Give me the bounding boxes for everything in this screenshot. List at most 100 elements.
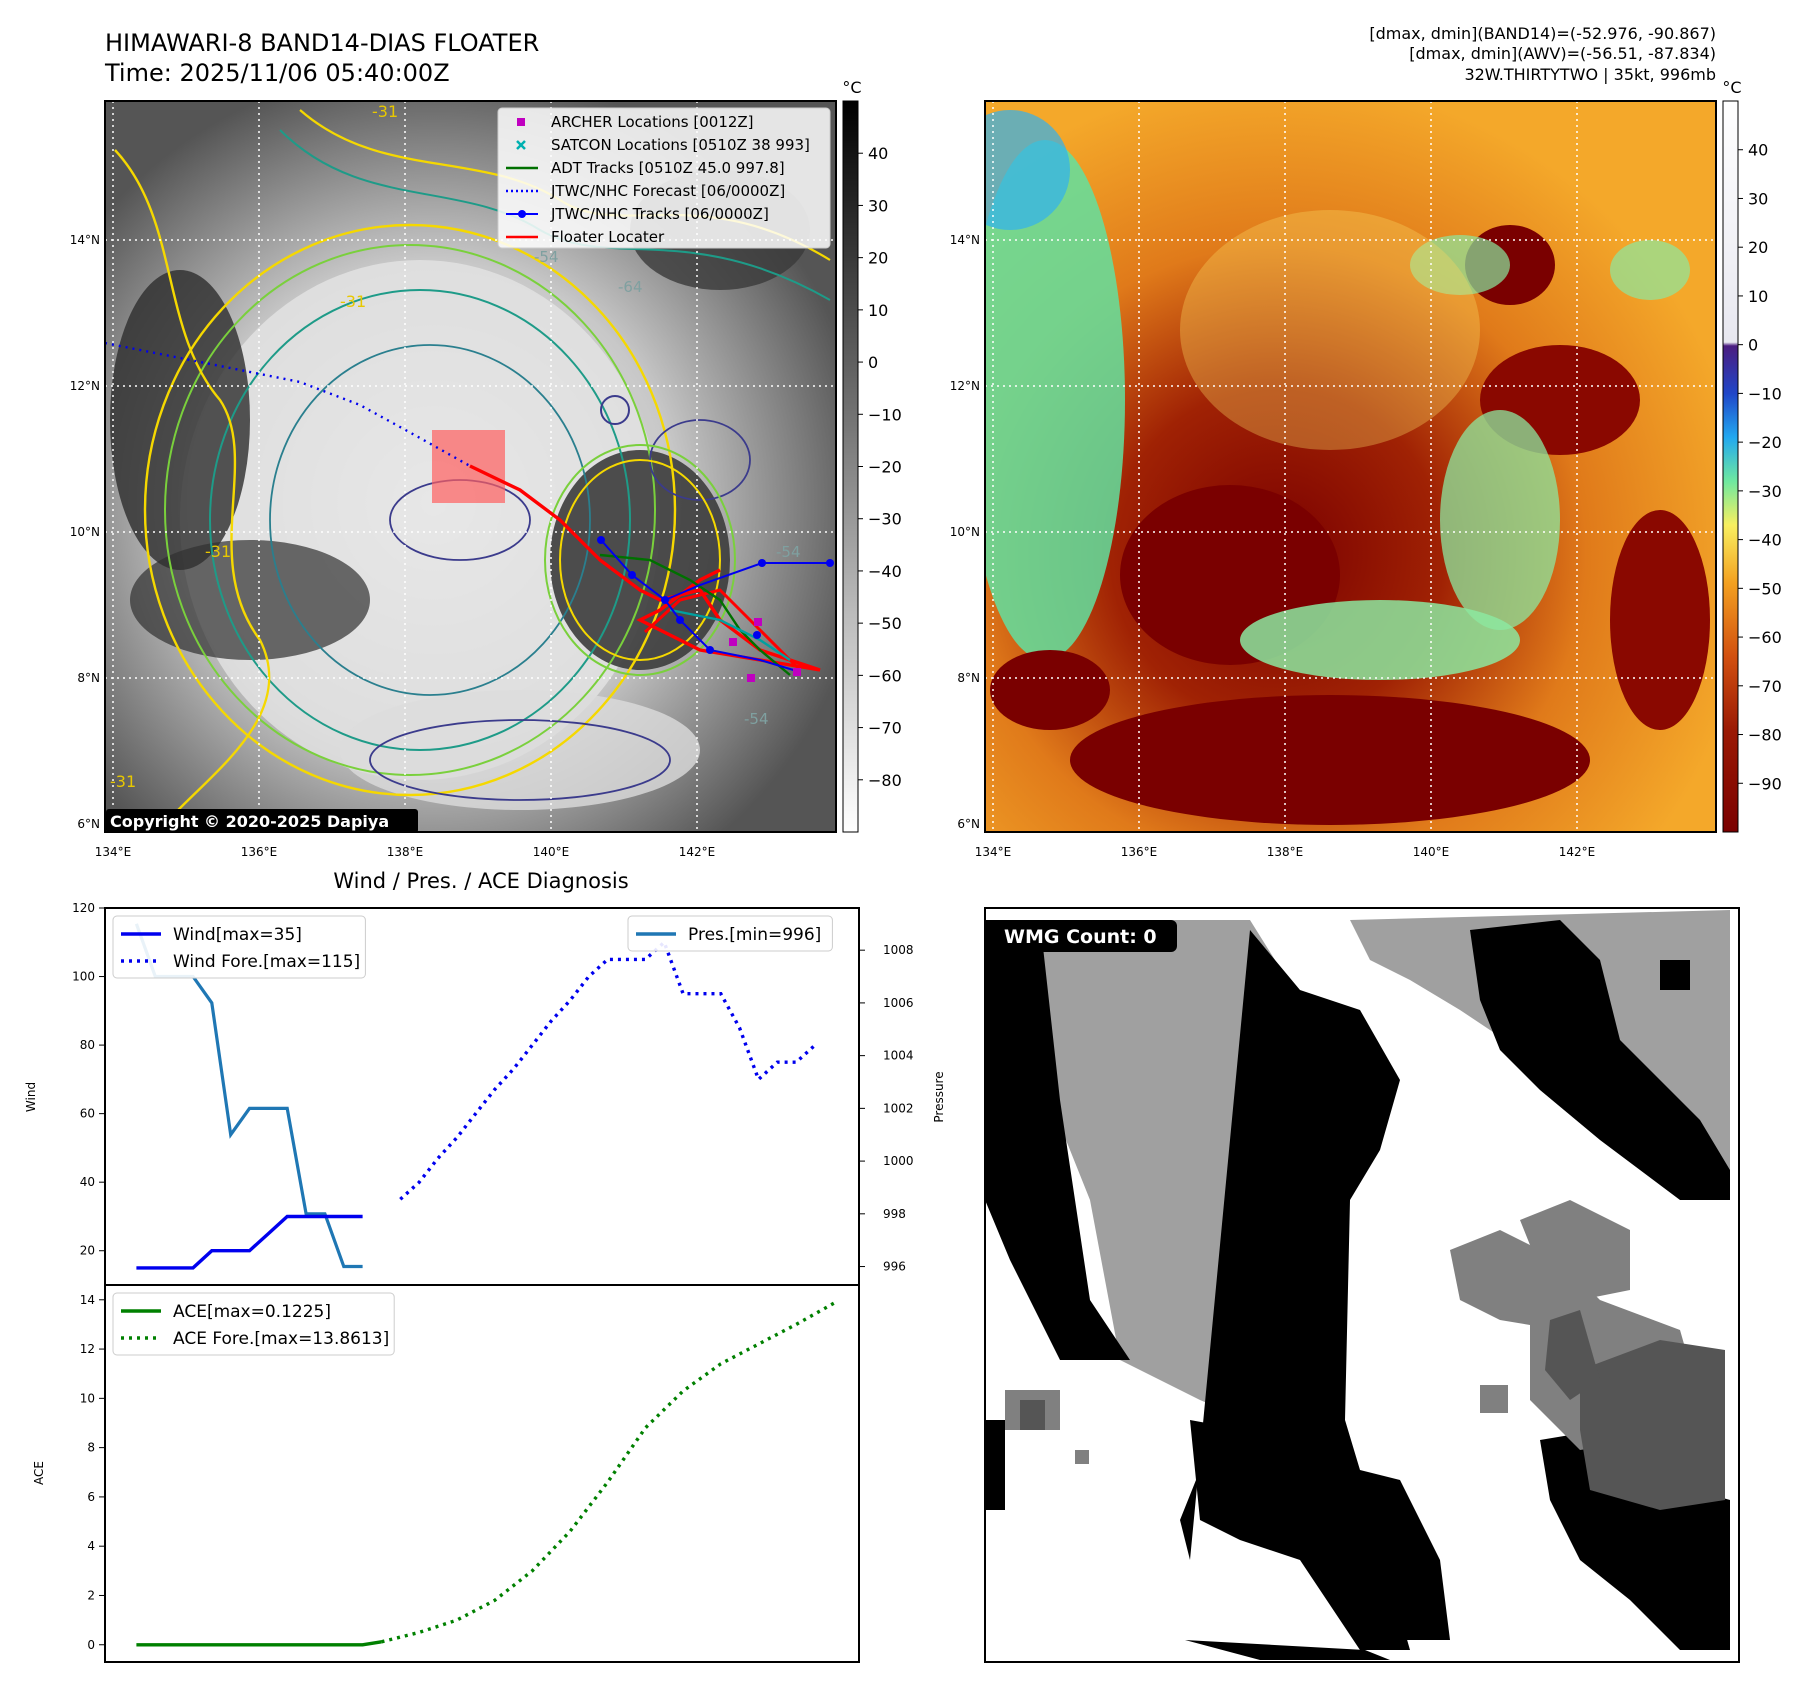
contour-label: -54: [776, 543, 801, 561]
lon-tick-label: 134°E: [95, 845, 132, 859]
colorbar-tick-label: −90: [1748, 774, 1782, 793]
y-tick-label: 14: [80, 1293, 95, 1307]
legend-label: Wind[max=35]: [173, 925, 302, 945]
lat-tick-label: 14°N: [950, 233, 980, 247]
ir-colorbar-ticks: 40 30 20 10 0 −10 −20 −30 −40 −50 −60 −70 −80: [858, 144, 902, 790]
legend-label: SATCON Locations [0510Z 38 993]: [551, 136, 810, 154]
legend-label: ACE[max=0.1225]: [173, 1302, 331, 1322]
wind-ylabel: Wind: [24, 1082, 38, 1112]
y-tick-label: 40: [80, 1175, 95, 1189]
satcon-track: [669, 608, 791, 661]
colorbar-tick-label: −10: [868, 405, 902, 424]
colorbar-tick-label: 10: [1748, 287, 1768, 306]
y-tick-label: 20: [80, 1244, 95, 1258]
contour-label: -31: [110, 772, 136, 791]
colorbar-tick-label: 10: [868, 301, 888, 320]
lat-tick-label: 10°N: [950, 525, 980, 539]
lon-tick-label: 136°E: [1121, 845, 1158, 859]
y-tick-label: 8: [87, 1441, 95, 1455]
copyright-bg: [106, 809, 418, 832]
series-line: [399, 939, 817, 1201]
colorbar-tick-label: 40: [1748, 141, 1768, 160]
colorbar-tick-label: −20: [1748, 433, 1782, 452]
lon-tick-label: 136°E: [241, 845, 278, 859]
colorbar-tick-label: −30: [868, 510, 902, 529]
y-tick-label: 6: [87, 1490, 95, 1504]
legend-label: Pres.[min=996]: [688, 925, 821, 945]
track-legend: ARCHER Locations [0012Z] SATCON Locations…: [497, 107, 831, 249]
copyright: Copyright © 2020-2025 Dapiya: [110, 812, 389, 831]
plot-legend: [112, 915, 366, 979]
y-tick-label: 100: [72, 970, 95, 984]
y-tick-label: 60: [80, 1107, 95, 1121]
colorbar-tick-label: 30: [868, 196, 888, 215]
contour-label: -64: [618, 278, 643, 296]
series-line: [136, 1640, 382, 1647]
plot-legend: [112, 1292, 395, 1356]
y-tick-label: 1008: [883, 943, 914, 957]
lon-tick-label: 140°E: [1413, 845, 1450, 859]
colorbar-tick-label: −70: [868, 719, 902, 738]
contour-label: -54: [534, 248, 559, 266]
lon-tick-label: 134°E: [975, 845, 1012, 859]
colorbar-tick-label: 30: [1748, 189, 1768, 208]
awv-map-panel: [985, 101, 1716, 832]
lat-tick-label: 12°N: [950, 379, 980, 393]
colorbar-tick-label: 0: [868, 353, 878, 372]
lon-tick-label: 138°E: [387, 845, 424, 859]
lat-tick-label: 10°N: [70, 525, 100, 539]
plot-legend: [627, 915, 833, 952]
legend-symbol: [517, 118, 525, 126]
y-tick-label: 1006: [883, 996, 914, 1010]
colorbar-tick-label: −80: [1748, 726, 1782, 745]
wmg-panel: [985, 908, 1739, 1662]
ir-colorbar: [842, 100, 859, 833]
awv-map-ticks: 134°E 136°E 138°E 140°E 142°E 14°N 12°N 10°N 8°N…: [950, 233, 1596, 859]
lat-tick-label: 8°N: [77, 671, 100, 685]
y-tick-label: 1000: [883, 1154, 914, 1168]
figure-time: Time: 2025/11/06 05:40:00Z: [104, 59, 450, 87]
legend-label: JTWC/NHC Forecast [06/0000Z]: [550, 182, 785, 200]
awv-colorbar-ticks: 40 30 20 10 0 −10 −20 −30 −40 −50 −60 −70 −80 −90: [1738, 141, 1782, 793]
storm-info: 32W.THIRTYTWO | 35kt, 996mb: [1464, 65, 1716, 84]
adt-track: [599, 553, 791, 676]
ir-map-frame: [104, 100, 837, 833]
colorbar-tick-label: −50: [868, 614, 902, 633]
figure-title: HIMAWARI-8 BAND14-DIAS FLOATER: [105, 29, 539, 57]
colorbar-tick-label: −40: [1748, 531, 1782, 550]
y-tick-label: 996: [883, 1260, 906, 1274]
lat-tick-label: 12°N: [70, 379, 100, 393]
legend-label: ADT Tracks [0510Z 45.0 997.8]: [551, 159, 785, 177]
jtwc-track-2: [664, 562, 830, 601]
contour-label: -31: [372, 102, 398, 121]
contour-label: -54: [744, 710, 769, 728]
y-tick-label: 1002: [883, 1101, 914, 1115]
contour-label: -31: [340, 292, 366, 311]
ace-panel: 0 2 4 6 8 10 12 14 ACE[max=0.1225] ACE Fore.[max=…: [80, 1284, 860, 1663]
wind-pressure-panel: 20 40 60 80 100 120 996 998 1000 1002 1004 1006 1008…: [72, 901, 914, 1286]
floater-track-2: [643, 588, 802, 672]
lat-tick-label: 8°N: [957, 671, 980, 685]
colorbar-tick-label: −10: [1748, 384, 1782, 403]
y-tick-label: 80: [80, 1038, 95, 1052]
ace-ylabel: ACE: [32, 1461, 46, 1485]
legend-label: ACE Fore.[max=13.8613]: [173, 1329, 389, 1349]
colorbar-tick-label: −60: [1748, 628, 1782, 647]
legend-label: JTWC/NHC Tracks [06/0000Z]: [550, 205, 769, 223]
y-tick-label: 0: [87, 1638, 95, 1652]
legend-label: Floater Locater: [551, 228, 665, 246]
colorbar-tick-label: 40: [868, 144, 888, 163]
series-line: [136, 1214, 363, 1270]
colorbar-tick-label: −30: [1748, 482, 1782, 501]
colorbar-tick-label: 20: [1748, 238, 1768, 257]
band14-stats: [dmax, dmin](BAND14)=(-52.976, -90.867): [1369, 24, 1716, 43]
colorbar-tick-label: −40: [868, 562, 902, 581]
legend-symbol: [506, 210, 538, 218]
y-tick-label: 1004: [883, 1049, 914, 1063]
y-tick-label: 2: [87, 1588, 95, 1602]
awv-stats: [dmax, dmin](AWV)=(-56.51, -87.834): [1409, 44, 1716, 63]
lon-tick-label: 138°E: [1267, 845, 1304, 859]
colorbar-tick-label: −70: [1748, 677, 1782, 696]
y-tick-label: 120: [72, 901, 95, 915]
